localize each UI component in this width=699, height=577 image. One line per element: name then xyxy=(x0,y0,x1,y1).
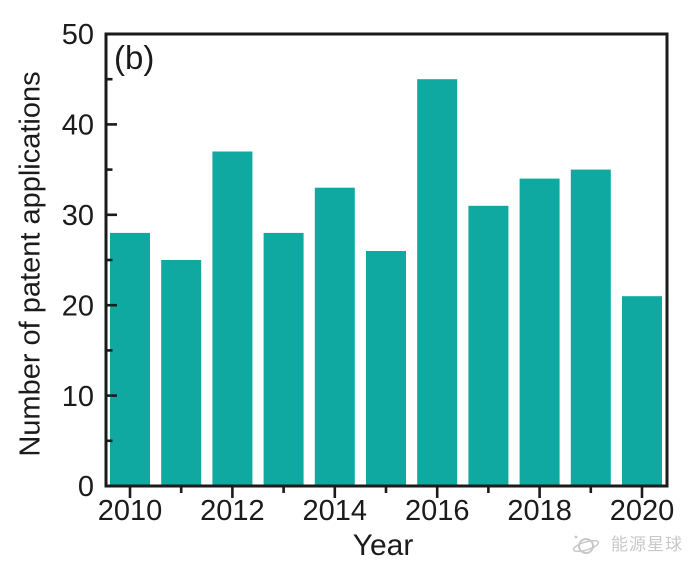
bar-2017 xyxy=(468,205,509,487)
watermark-text: 能源星球 xyxy=(611,534,683,554)
x-tick-label: 2020 xyxy=(610,495,675,527)
bar-2010 xyxy=(110,232,150,486)
y-tick-label: 40 xyxy=(62,110,94,142)
tick-labels: 0 10 20 30 40 50 2010 2012 2014 2016 2018 2020 xyxy=(62,19,675,527)
panel-label: (b) xyxy=(114,39,155,76)
bar-2019 xyxy=(570,169,611,486)
bar-2015 xyxy=(366,251,406,486)
planet-icon xyxy=(572,535,600,554)
y-tick-label: 0 xyxy=(78,471,94,503)
bar-2020 xyxy=(622,296,662,486)
y-axis-title: Number of patent applications xyxy=(14,71,47,457)
y-tick-label: 10 xyxy=(62,381,94,413)
y-tick-label: 50 xyxy=(62,19,94,51)
x-tick-label: 2012 xyxy=(200,495,265,527)
x-tick-label: 2014 xyxy=(303,495,368,527)
x-axis-title: Year xyxy=(352,529,414,562)
bar-2012 xyxy=(212,151,253,486)
bar-2018 xyxy=(519,178,560,486)
x-tick-label: 2016 xyxy=(405,495,470,527)
x-tick-label: 2018 xyxy=(507,495,572,527)
bar-2014 xyxy=(314,187,355,486)
x-tick-label: 2010 xyxy=(98,495,163,527)
bar-2011 xyxy=(161,260,202,486)
watermark: 能源星球 xyxy=(572,533,683,557)
y-tick-label: 20 xyxy=(62,290,94,322)
y-tick-label: 30 xyxy=(62,200,94,232)
axis-ticks xyxy=(106,32,644,498)
bars xyxy=(110,79,662,487)
bar-2013 xyxy=(263,232,304,486)
bar-2016 xyxy=(417,79,458,486)
